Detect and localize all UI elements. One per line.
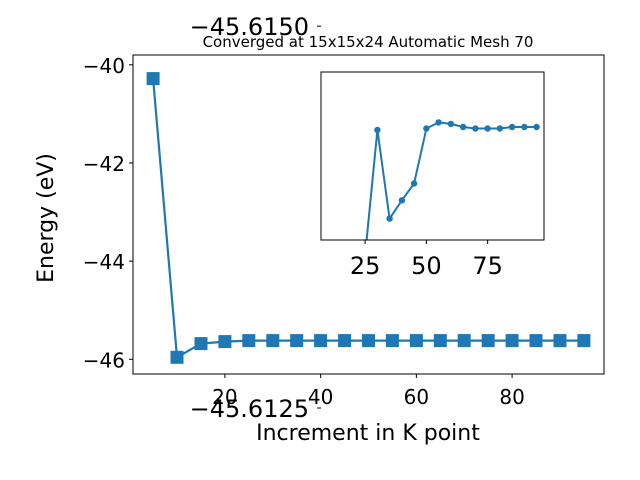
main-data-point: [529, 334, 543, 348]
main-data-point: [457, 334, 471, 348]
x-axis-label: Increment in K point: [256, 421, 480, 446]
main-data-point: [505, 334, 519, 348]
inset-data-point: [386, 215, 393, 222]
main-data-point: [481, 334, 495, 348]
main-data-point: [362, 334, 375, 348]
inset-x-tick-label: 75: [472, 252, 503, 280]
main-data-point: [242, 334, 256, 348]
main-y-tick-label: −42: [83, 152, 125, 176]
main-data-point: [146, 72, 160, 86]
inset-x-tick-label: 25: [350, 252, 381, 280]
inset-data-point: [496, 125, 504, 132]
inset-data-point: [472, 125, 479, 132]
main-y-tick-label: −40: [83, 54, 125, 78]
main-data-point: [290, 334, 304, 348]
inset-plot-frame: [320, 71, 545, 241]
inset-data-point: [484, 125, 491, 132]
inset-x-axis: 25 50 75: [350, 240, 503, 280]
inset-plot: 25 50 75 −45.6150 −45.6125: [190, 13, 545, 423]
inset-x-tick-label: 50: [411, 252, 442, 280]
inset-data-point: [521, 123, 528, 131]
main-plot: Converged at 15x15x24 Automatic Mesh 70 …: [34, 33, 605, 446]
main-data-point: [409, 334, 423, 348]
inset-data-point: [435, 119, 442, 126]
main-x-tick-label: 40: [308, 385, 333, 409]
chart-title: Converged at 15x15x24 Automatic Mesh 70: [203, 33, 534, 51]
main-data-point: [338, 334, 352, 348]
main-data-point: [577, 334, 591, 348]
main-plot-frame: [132, 54, 605, 375]
main-data-point: [385, 334, 399, 348]
inset-data-point: [423, 125, 430, 132]
inset-data-point: [533, 123, 540, 131]
main-x-tick-label: 80: [499, 385, 524, 409]
inset-data-point: [374, 126, 381, 134]
inset-series-markers: [374, 119, 540, 222]
main-data-point: [314, 334, 328, 348]
inset-y-tick-label: −45.6150: [190, 13, 309, 41]
inset-data-point: [447, 120, 455, 128]
main-y-tick-label: −44: [83, 250, 125, 274]
inset-y-axis: −45.6150 −45.6125: [190, 13, 321, 423]
main-series-markers: [146, 72, 591, 364]
main-data-point: [433, 334, 447, 348]
main-x-tick-label: 20: [212, 385, 237, 409]
main-y-axis: −40 −42 −44 −46: [83, 54, 133, 372]
y-axis-label: Energy (eV): [34, 153, 59, 283]
inset-data-point: [508, 123, 516, 131]
main-data-point: [194, 337, 208, 351]
inset-y-tick-label: −45.6125: [190, 395, 309, 423]
inset-data-point: [459, 123, 467, 131]
main-x-tick-label: 60: [404, 385, 429, 409]
inset-data-point: [398, 197, 406, 204]
main-data-point: [266, 334, 280, 348]
main-data-point: [170, 350, 184, 364]
main-x-axis: 20 40 60 80: [212, 374, 525, 409]
main-data-point: [553, 334, 567, 348]
inset-plot-background: [321, 72, 544, 240]
inset-data-point: [410, 180, 418, 187]
main-y-tick-label: −46: [83, 348, 125, 372]
main-data-point: [218, 335, 232, 349]
